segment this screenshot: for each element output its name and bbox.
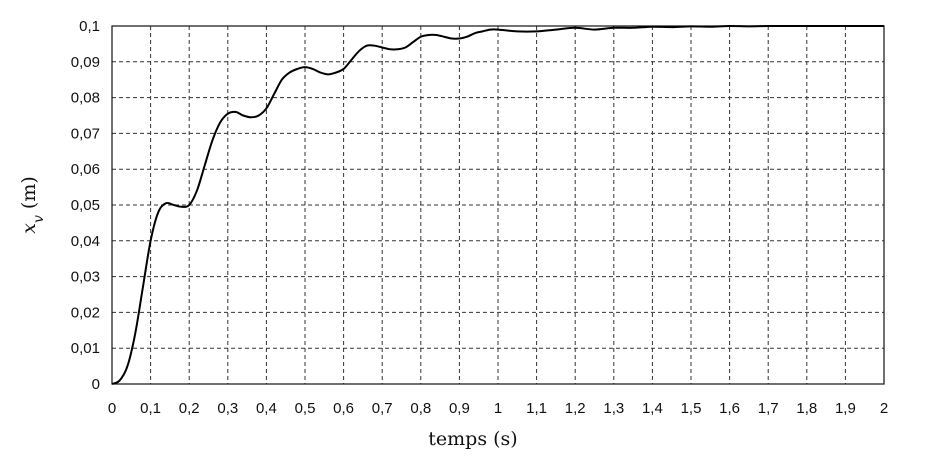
x-tick-label: 1,5 xyxy=(681,400,702,417)
x-tick-label: 0,8 xyxy=(410,400,431,417)
y-axis-label-sub: v xyxy=(31,215,47,223)
x-tick-label: 0,9 xyxy=(449,400,470,417)
y-tick-label: 0,1 xyxy=(79,18,100,35)
x-tick-label: 0,3 xyxy=(217,400,238,417)
x-tick-label: 0,2 xyxy=(179,400,200,417)
x-axis-label: temps (s) xyxy=(428,428,517,450)
y-tick-label: 0,04 xyxy=(71,233,100,250)
y-axis-label-unit: (m) xyxy=(18,176,40,209)
x-tick-label: 1,4 xyxy=(642,400,663,417)
x-tick-label: 1,2 xyxy=(565,400,586,417)
x-tick-label: 0,7 xyxy=(372,400,393,417)
x-tick-label: 0,1 xyxy=(140,400,161,417)
x-tick-label: 1,7 xyxy=(758,400,779,417)
x-tick-label: 2 xyxy=(880,400,888,417)
y-tick-label: 0 xyxy=(92,376,100,393)
y-tick-label: 0,08 xyxy=(71,90,100,107)
x-tick-label: 1,1 xyxy=(526,400,547,417)
y-tick-label: 0,02 xyxy=(71,304,100,321)
y-tick-label: 0,07 xyxy=(71,125,100,142)
y-tick-label: 0,09 xyxy=(71,54,100,71)
x-tick-label: 1,8 xyxy=(796,400,817,417)
y-tick-label: 0,05 xyxy=(71,197,100,214)
grid xyxy=(112,26,884,384)
x-tick-label: 1,6 xyxy=(719,400,740,417)
plot-frame xyxy=(111,25,885,385)
x-axis-ticks: 0 0,1 0,2 0,3 0,4 0,5 0,6 0,7 0,8 0,9 1 1,1 1,2 1,3 1,… xyxy=(108,400,888,417)
y-tick-label: 0,03 xyxy=(71,269,100,286)
y-tick-label: 0,06 xyxy=(71,161,100,178)
x-tick-label: 1,3 xyxy=(603,400,624,417)
y-axis-label-var: x xyxy=(18,223,40,234)
x-tick-label: 0,5 xyxy=(295,400,316,417)
y-tick-label: 0,01 xyxy=(71,340,100,357)
x-tick-label: 0 xyxy=(108,400,116,417)
x-tick-label: 0,6 xyxy=(333,400,354,417)
x-tick-label: 1,9 xyxy=(835,400,856,417)
x-tick-label: 0,4 xyxy=(256,400,277,417)
y-axis-ticks: 0 0,01 0,02 0,03 0,04 0,05 0,06 0,07 0,08 0,09 0,1 xyxy=(71,18,100,393)
series-line xyxy=(111,24,884,385)
x-tick-label: 1 xyxy=(494,400,502,417)
y-axis-label: xv (m) xyxy=(18,176,47,233)
